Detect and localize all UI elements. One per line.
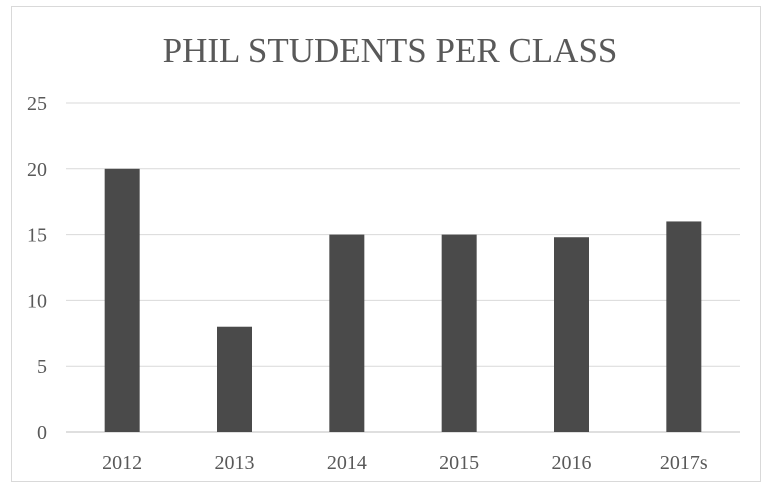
bar-2012 bbox=[104, 168, 140, 433]
x-axis-ticks: 2012 2013 2014 2015 2016 2017s bbox=[102, 452, 708, 474]
x-tick-label: 2013 bbox=[215, 452, 255, 474]
y-tick-label: 20 bbox=[27, 159, 47, 181]
bar-2017s bbox=[666, 221, 702, 432]
x-tick-label: 2012 bbox=[102, 452, 142, 474]
y-tick-label: 5 bbox=[37, 356, 47, 378]
bar-2014 bbox=[329, 234, 365, 432]
x-tick-label: 2015 bbox=[439, 452, 479, 474]
y-axis-ticks: 0 5 10 15 20 25 bbox=[27, 93, 47, 444]
chart-title: PHIL STUDENTS PER CLASS bbox=[163, 31, 618, 70]
gridlines bbox=[66, 102, 740, 433]
bar-2015 bbox=[441, 234, 477, 432]
x-tick-label: 2014 bbox=[327, 452, 367, 474]
bars bbox=[104, 168, 702, 433]
y-tick-label: 10 bbox=[27, 290, 47, 312]
y-tick-label: 0 bbox=[37, 422, 47, 444]
x-tick-label: 2016 bbox=[552, 452, 592, 474]
x-tick-label: 2017s bbox=[660, 452, 708, 474]
y-tick-label: 15 bbox=[27, 225, 47, 247]
bar-2013 bbox=[217, 326, 252, 432]
y-tick-label: 25 bbox=[27, 93, 47, 115]
bar-2016 bbox=[554, 237, 589, 432]
